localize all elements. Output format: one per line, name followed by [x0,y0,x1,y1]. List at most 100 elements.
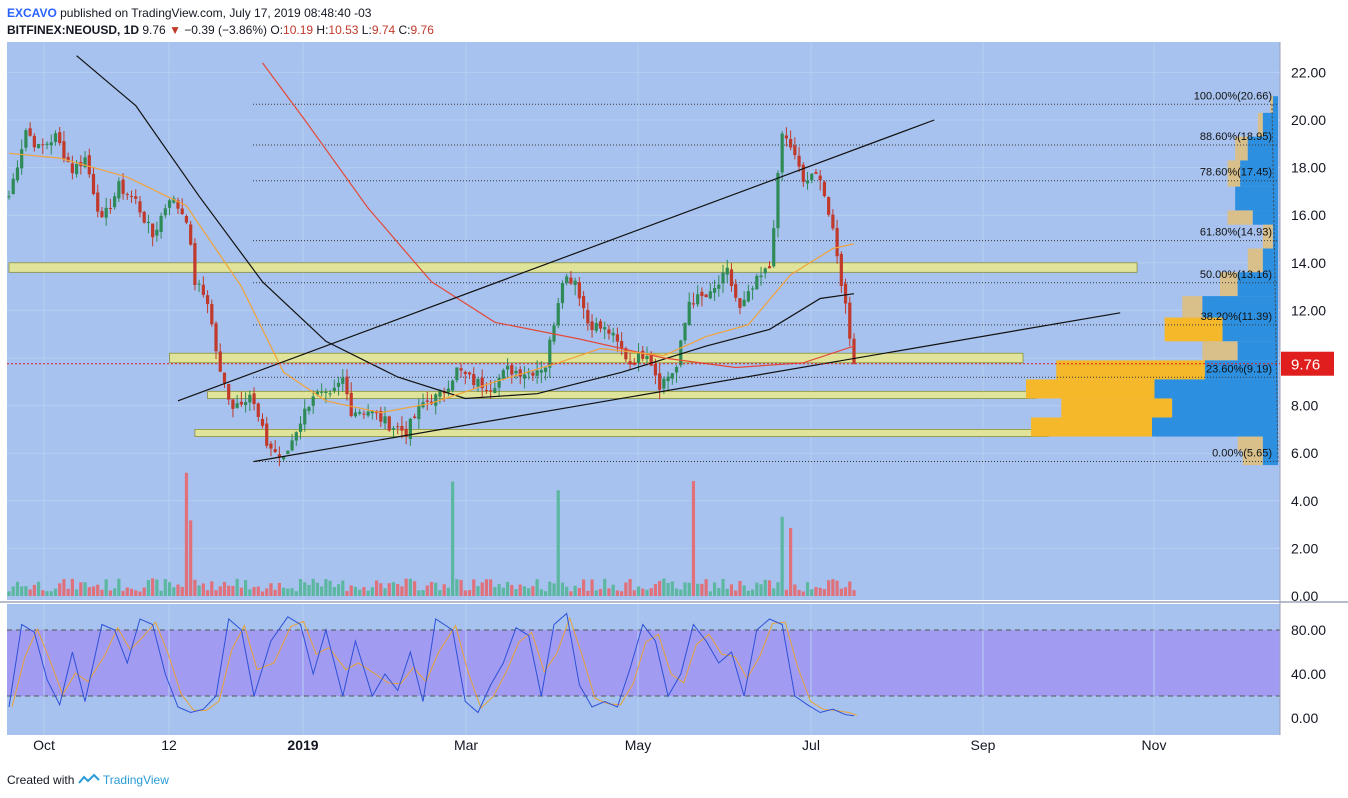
volume-bar [822,589,827,596]
candle [307,407,311,411]
volume-bar [366,590,370,596]
candle [358,412,362,414]
support-zone-4[interactable] [194,428,1049,437]
volume-bar [117,578,121,596]
price-pane[interactable] [7,42,1280,600]
volume-bar [24,586,28,596]
volume-bar [620,591,624,596]
volume-bar [776,582,780,596]
symbol-name[interactable]: BITFINEX:NEOUSD, 1D [7,23,140,37]
volume-bar [489,579,493,596]
candle [628,361,632,365]
candle [184,216,189,223]
fib-level-label: 50.00%(13.16) [1200,269,1272,281]
volume-bar [514,589,518,596]
candle [142,211,146,223]
candle [463,371,467,374]
candle [687,301,691,326]
candle [366,411,370,416]
candle [163,208,167,216]
volume-bar [20,586,24,596]
candle [362,413,366,415]
candle [125,194,129,196]
volume-bar [83,582,87,596]
fib-trend [1271,104,1279,462]
volume-bar [480,582,484,596]
candle [611,332,615,336]
volume-bar [108,590,112,596]
fib-level-label: 88.60%(18.95) [1200,131,1272,143]
volume-bar [717,588,721,596]
candle [11,178,15,195]
candle [543,367,548,372]
candle [467,372,472,375]
volume-bar [539,589,543,596]
volume-bar [852,590,856,596]
time-tick-label: Jul [802,737,820,753]
candle [658,373,662,390]
volume-bar [256,586,260,596]
volume-bar [210,581,214,596]
volume-bar [311,578,315,596]
candle [151,223,155,238]
price-change: −0.39 (−3.86%) [184,23,268,37]
candle [108,208,112,210]
candle [290,440,294,451]
candle [370,411,374,414]
candle [480,377,484,389]
volume-bar [353,586,358,596]
volume-bar [780,516,784,596]
volume-bar [814,587,818,596]
volume-bar [666,582,670,596]
volume-bar [835,580,839,596]
candle [636,352,641,363]
volume-bar [273,589,277,596]
candle [180,208,184,215]
volume-bar [535,579,539,596]
candle [670,373,674,379]
candle [459,368,463,371]
tradingview-brand[interactable]: TradingView [102,773,169,787]
moving-average-1 [76,55,855,400]
volume-bar [649,588,653,596]
stoch-tick-label: 80.00 [1291,622,1326,638]
stoch-tick-label: 40.00 [1291,666,1326,682]
volume-bar [286,588,290,596]
support-zone-2[interactable] [169,352,1024,364]
candle [674,367,679,373]
volume-bar [531,586,535,596]
volume-bar [543,591,548,596]
last-price: 9.76 [142,23,166,37]
support-zone-3[interactable] [207,390,1037,399]
candle [315,391,320,395]
volume-bar [227,585,231,596]
volume-bar [734,590,738,596]
candle [70,163,74,174]
candle [273,449,277,453]
support-zone-1[interactable] [8,262,1138,273]
candle [129,195,134,197]
volume-bar [205,590,210,596]
author-name[interactable]: EXCAVO [7,6,57,20]
candle [793,145,797,156]
candle [353,412,358,417]
volume-profile-bar [1026,379,1155,399]
volume-bar [408,578,412,596]
volume-profile-bar [1202,296,1278,318]
candle [607,329,611,334]
candle [104,207,108,218]
volume-bar [87,587,91,596]
published-text: published on TradingView.com, July 17, 2… [56,6,372,20]
volume-profile-bar [1237,272,1278,297]
candle [603,327,607,330]
candle [45,143,49,145]
trendline-2[interactable] [253,312,1121,463]
candle [548,339,552,368]
candle [662,378,666,389]
volume-bar [138,591,142,596]
trendline-1[interactable] [177,119,935,402]
volume-bar [260,591,265,596]
fib-level-label: 61.80%(14.93) [1200,227,1272,239]
candle [590,321,594,331]
